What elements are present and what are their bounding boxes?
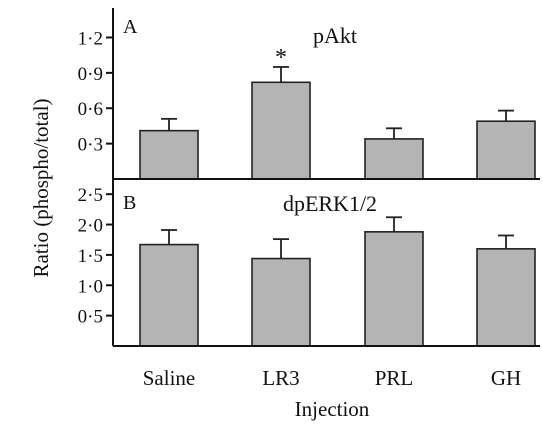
panel-a-bar-saline — [139, 129, 199, 180]
x-axis-title: Injection — [295, 397, 370, 421]
panel-a: A pAkt 0·3 0·6 0·9 1·2 * — [78, 16, 536, 180]
panel-b: B dpERK1/2 0·5 1·0 1·5 2·0 2·5 — [78, 185, 536, 347]
x-tick-label-saline: Saline — [143, 366, 196, 390]
panel-b-bar-saline — [139, 243, 199, 347]
panel-a-y-tick-label: 0·3 — [78, 135, 103, 156]
panel-b-y-tick-label: 0·5 — [78, 307, 103, 328]
x-tick-label-gh: GH — [491, 366, 521, 390]
panel-a-significance-marker: * — [275, 45, 287, 71]
panel-a-bar-lr3 — [251, 81, 311, 180]
panel-b-bar-prl — [364, 231, 424, 347]
y-axis-title: Ratio (phospho/total) — [29, 98, 53, 277]
panel-b-letter: B — [123, 192, 136, 214]
x-tick-label-prl: PRL — [375, 366, 414, 390]
panel-a-bar-gh — [476, 120, 536, 180]
panel-a-y-tick-label: 0·6 — [78, 99, 103, 120]
panel-b-y-tick-label: 1·0 — [78, 276, 103, 297]
panel-a-y-tick-label: 0·9 — [78, 64, 103, 85]
panel-b-y-tick-label: 2·0 — [78, 216, 103, 237]
panel-a-bar-prl — [364, 138, 424, 180]
panel-b-y-tick-label: 1·5 — [78, 246, 103, 267]
panel-a-y-tick-label: 1·2 — [78, 28, 103, 49]
panel-b-bar-lr3 — [251, 257, 311, 347]
panel-b-y-tick-label: 2·5 — [78, 185, 103, 206]
panel-b-bar-gh — [476, 248, 536, 347]
x-tick-label-lr3: LR3 — [262, 366, 299, 390]
panel-a-letter: A — [123, 16, 138, 38]
panel-b-title: dpERK1/2 — [283, 191, 377, 216]
panel-a-title: pAkt — [313, 23, 357, 48]
